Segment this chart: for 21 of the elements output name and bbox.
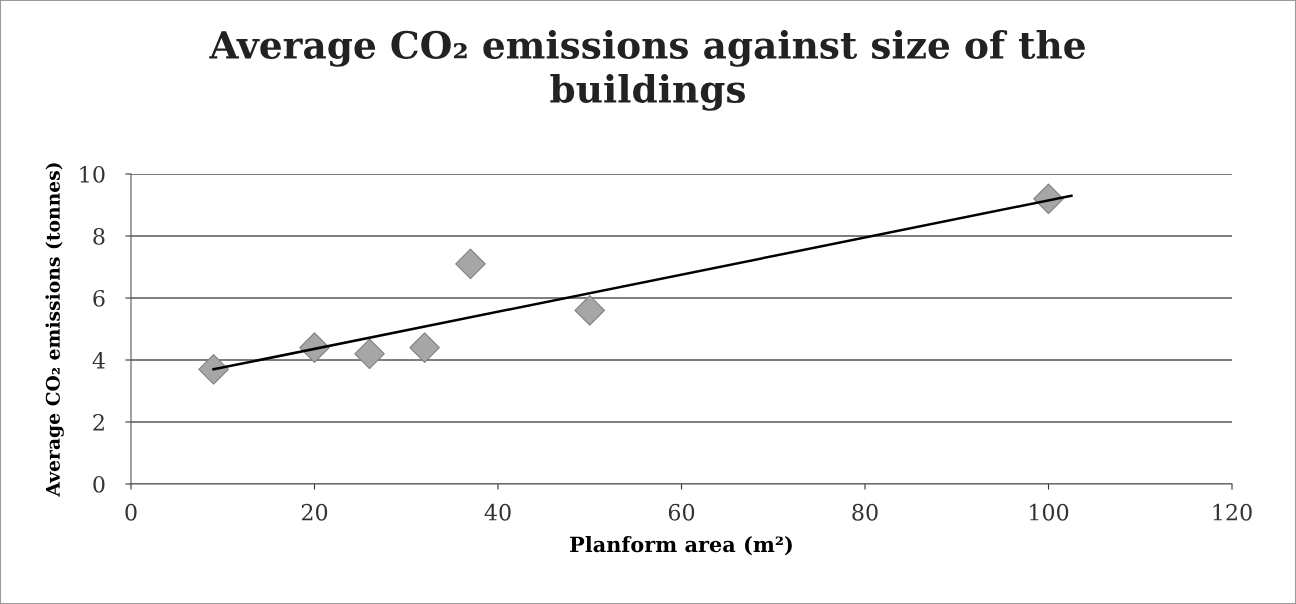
y-axis-title: Average CO₂ emissions (tonnes) [45, 163, 64, 497]
y-tick-label: 2 [93, 413, 104, 431]
point [198, 354, 229, 385]
x-tick-label: 60 [668, 503, 695, 521]
x-tick-label: 40 [484, 503, 511, 521]
chart-title: Average CO₂ emissions against size of the buildings [209, 30, 1085, 111]
y-tick-label: 4 [92, 351, 105, 369]
x-tick-label: 20 [301, 503, 328, 521]
point [354, 338, 385, 370]
x-tick-label: 80 [852, 503, 878, 521]
point [409, 332, 440, 363]
y-tick-label: 10 [80, 165, 105, 183]
x-tick-label: 120 [1213, 503, 1252, 521]
x-tick-label: 0 [125, 503, 137, 521]
x-tick-label: 100 [1030, 503, 1069, 521]
point [455, 248, 486, 280]
x-axis-title: Planform area (m²) [570, 536, 792, 556]
y-tick-label: 8 [93, 227, 105, 245]
point [574, 295, 606, 326]
y-tick-label: 0 [93, 475, 105, 493]
y-tick-label: 6 [93, 289, 105, 307]
